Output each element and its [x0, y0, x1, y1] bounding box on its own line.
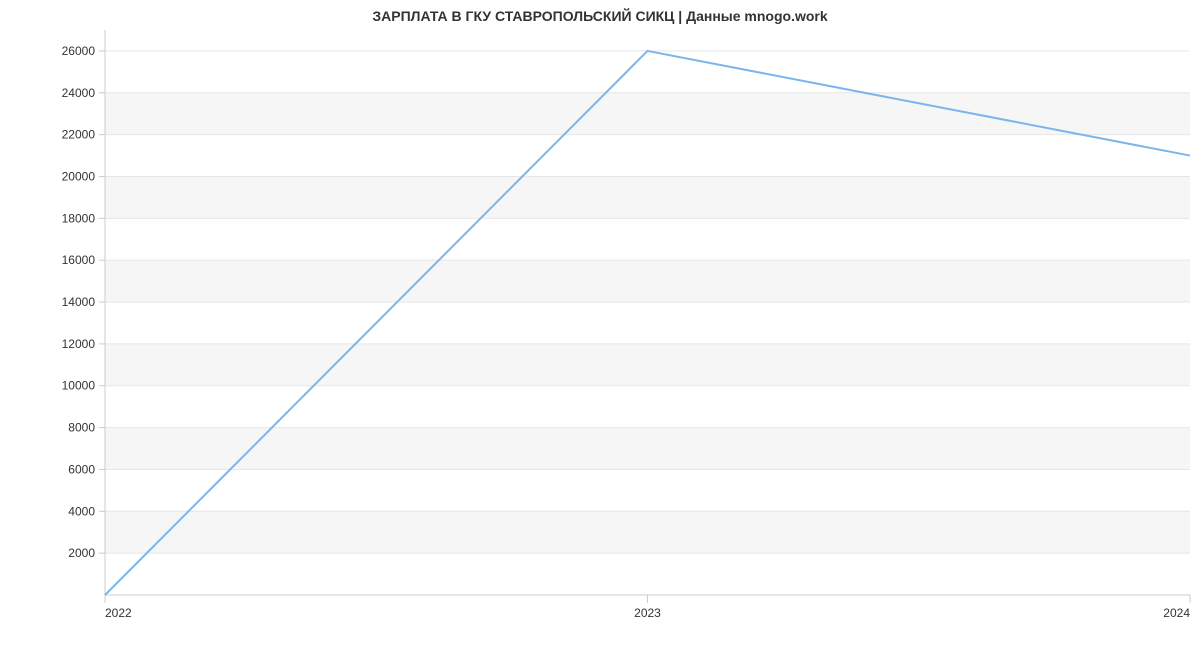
- svg-text:24000: 24000: [62, 86, 96, 100]
- svg-text:6000: 6000: [68, 462, 95, 476]
- svg-text:4000: 4000: [68, 504, 95, 518]
- svg-text:2022: 2022: [105, 606, 132, 620]
- svg-text:14000: 14000: [62, 295, 96, 309]
- svg-text:10000: 10000: [62, 379, 96, 393]
- svg-text:18000: 18000: [62, 211, 96, 225]
- salary-line-chart: ЗАРПЛАТА В ГКУ СТАВРОПОЛЬСКИЙ СИКЦ | Дан…: [0, 0, 1200, 650]
- svg-text:16000: 16000: [62, 253, 96, 267]
- svg-text:8000: 8000: [68, 421, 95, 435]
- svg-text:2000: 2000: [68, 546, 95, 560]
- svg-text:20000: 20000: [62, 169, 96, 183]
- svg-text:26000: 26000: [62, 44, 96, 58]
- svg-text:2024: 2024: [1163, 606, 1190, 620]
- svg-text:2023: 2023: [634, 606, 661, 620]
- chart-svg: 2000 4000 6000 8000 10000 12000 14000 16000 1800…: [0, 0, 1200, 650]
- svg-text:12000: 12000: [62, 337, 96, 351]
- svg-text:22000: 22000: [62, 128, 96, 142]
